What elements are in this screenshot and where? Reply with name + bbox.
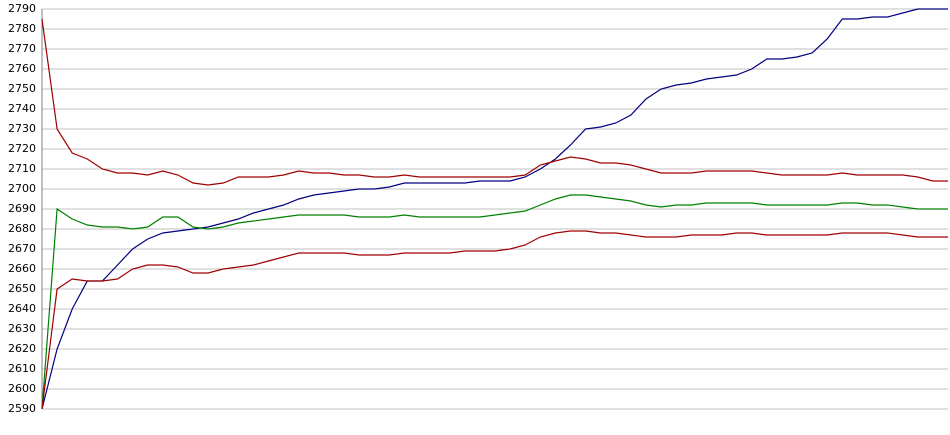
y-tick-label: 2790 bbox=[8, 2, 36, 15]
y-tick-label: 2720 bbox=[8, 142, 36, 155]
series-line bbox=[41, 18, 948, 186]
y-tick-label: 2650 bbox=[8, 282, 36, 295]
y-tick-label: 2620 bbox=[8, 342, 36, 355]
y-tick-label: 2780 bbox=[8, 22, 36, 35]
y-tick-label: 2680 bbox=[8, 222, 36, 235]
y-tick-label: 2600 bbox=[8, 382, 36, 395]
y-tick-label: 2630 bbox=[8, 322, 36, 335]
y-tick-label: 2730 bbox=[8, 122, 36, 135]
series-line bbox=[41, 194, 948, 410]
y-tick-label: 2760 bbox=[8, 62, 36, 75]
y-tick-label: 2700 bbox=[8, 182, 36, 195]
y-tick-label: 2740 bbox=[8, 102, 36, 115]
y-tick-label: 2670 bbox=[8, 242, 36, 255]
y-tick-label: 2770 bbox=[8, 42, 36, 55]
y-tick-label: 2590 bbox=[8, 402, 36, 415]
y-tick-label: 2610 bbox=[8, 362, 36, 375]
series-line bbox=[41, 230, 948, 410]
y-tick-label: 2750 bbox=[8, 82, 36, 95]
y-tick-label: 2660 bbox=[8, 262, 36, 275]
series-line bbox=[41, 8, 948, 410]
y-tick-label: 2640 bbox=[8, 302, 36, 315]
y-tick-label: 2710 bbox=[8, 162, 36, 175]
y-tick-label: 2690 bbox=[8, 202, 36, 215]
